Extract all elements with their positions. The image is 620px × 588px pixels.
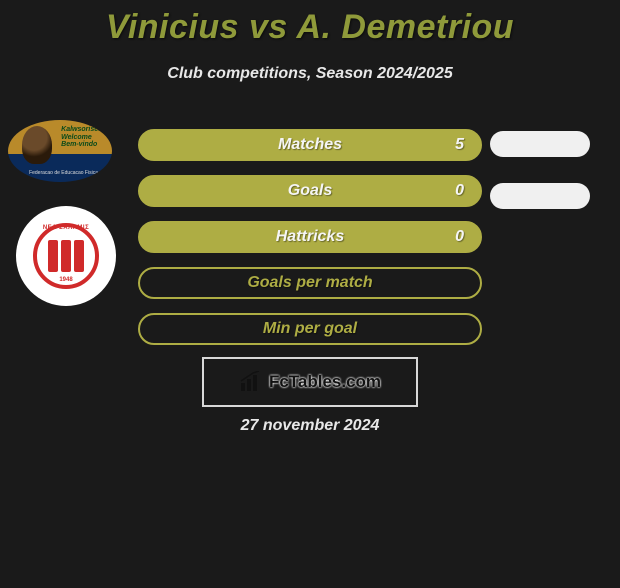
player2-avatar: ΝΕΑ ΣΑΛΑΜΙΣ 1948	[16, 206, 116, 306]
stat-label: Hattricks	[276, 228, 344, 246]
stat-label: Min per goal	[263, 320, 357, 338]
player2-pill-column	[490, 131, 590, 235]
stat-row: Min per goal	[138, 313, 482, 345]
stat-row: Hattricks 0	[138, 221, 482, 253]
comparison-title: Vinicius vs A. Demetriou	[0, 8, 620, 47]
crest-year: 1948	[59, 277, 72, 283]
stats-column: Matches 5 Goals 0 Hattricks 0 Goals per match M…	[138, 129, 482, 359]
footer-date: 27 november 2024	[0, 417, 620, 435]
player2-stat-pill	[490, 131, 590, 157]
player1-avatar: Kalwsorises Welcome Bem-vindo Federacao …	[8, 120, 112, 182]
brand-text: FcTables.com	[269, 372, 381, 392]
comparison-subtitle: Club competitions, Season 2024/2025	[0, 65, 620, 83]
stat-row: Goals per match	[138, 267, 482, 299]
bars-icon	[239, 371, 263, 393]
avatar-column: Kalwsorises Welcome Bem-vindo Federacao …	[6, 120, 126, 306]
stat-row: Matches 5	[138, 129, 482, 161]
stat-label: Matches	[278, 136, 342, 154]
crest-stripes	[48, 240, 84, 272]
stat-label: Goals	[288, 182, 332, 200]
crest-arc-text: ΝΕΑ ΣΑΛΑΜΙΣ	[36, 225, 96, 231]
brand-box[interactable]: FcTables.com	[202, 357, 418, 407]
club-crest: ΝΕΑ ΣΑΛΑΜΙΣ 1948	[33, 223, 99, 289]
stat-row: Goals 0	[138, 175, 482, 207]
avatar1-welcome-text: Kalwsorises Welcome Bem-vindo	[61, 126, 102, 149]
stat-value: 0	[455, 228, 464, 246]
stat-label: Goals per match	[247, 274, 372, 292]
avatar1-federation-text: Federacao de Educacao Fisica	[29, 170, 98, 176]
stat-value: 5	[455, 136, 464, 154]
player2-stat-pill	[490, 183, 590, 209]
stat-value: 0	[455, 182, 464, 200]
